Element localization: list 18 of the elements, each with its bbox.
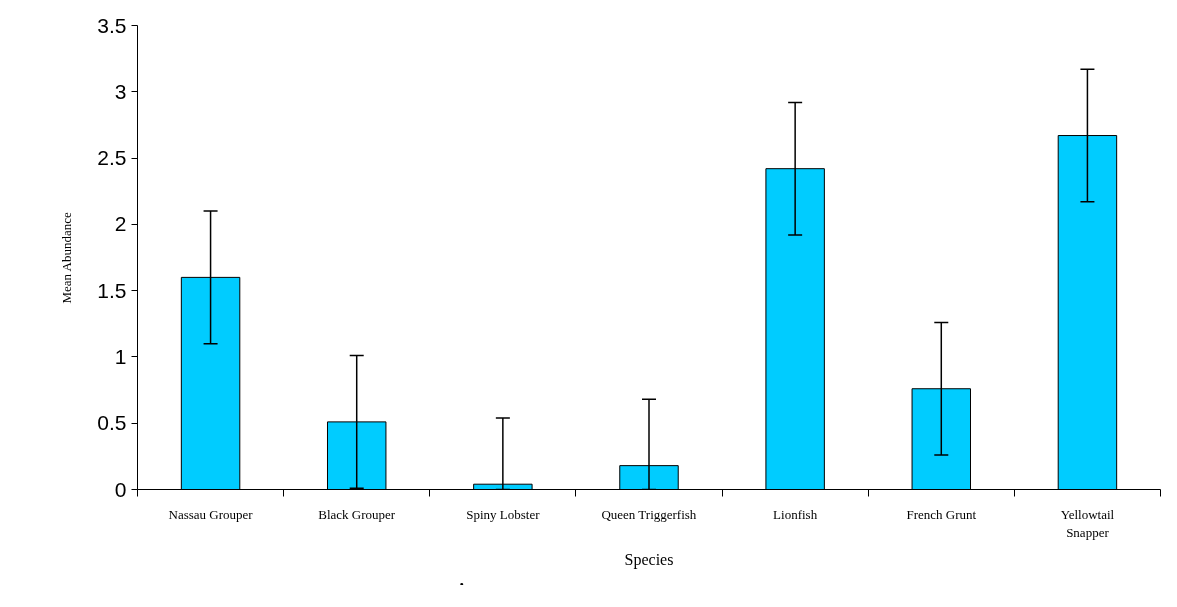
x-tick-label: Yellowtail Snapper	[1060, 506, 1115, 540]
y-axis-title: Mean Abundance	[59, 211, 75, 304]
y-tick-label: 1	[114, 344, 127, 368]
y-tick-label: 3.5	[97, 13, 127, 37]
x-tick-label: Nassau Grouper	[168, 506, 254, 522]
text: .	[459, 569, 464, 590]
x-tick-label: Lionfish	[773, 506, 818, 522]
y-tick-label: 0	[114, 477, 127, 501]
y-tick-label: 2	[114, 212, 127, 236]
x-tick-label: Spiny Lobster	[466, 506, 541, 522]
y-tick-label: 1.5	[97, 278, 127, 302]
x-tick-label: French Grunt	[906, 506, 977, 522]
y-tick-label: 3	[114, 79, 127, 103]
y-tick-label: 2.5	[97, 146, 127, 170]
y-tick-label: 0.5	[97, 411, 127, 435]
x-tick-label: Black Grouper	[318, 506, 396, 522]
x-axis-title: Species	[624, 550, 674, 569]
x-tick-label: Queen Triggerfish	[601, 506, 697, 522]
